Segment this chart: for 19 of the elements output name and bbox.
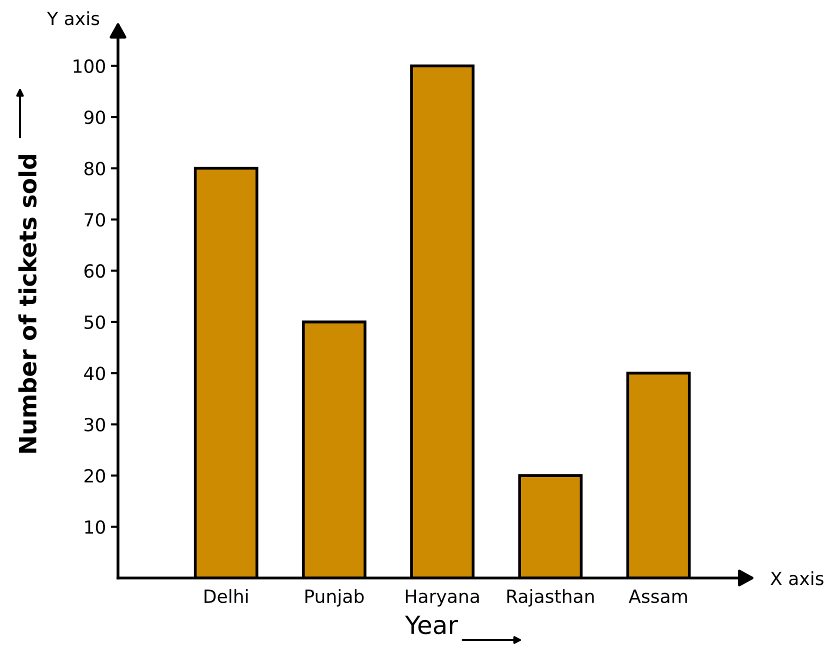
text: X axis <box>770 571 824 586</box>
y-tick-label: 10 <box>85 520 105 534</box>
y-tick-label: 90 <box>84 110 105 124</box>
y-tick-label: 40 <box>84 366 105 380</box>
x-tick-label: Rajasthan <box>507 589 594 607</box>
y-tick-label: 50 <box>84 315 105 330</box>
x-tick-label: Assam <box>628 590 687 604</box>
y-axis-title: Number of tickets sold <box>18 154 37 453</box>
x-tick-label: Delhi <box>204 589 248 604</box>
y-tick-label: 20 <box>84 469 105 483</box>
y-tick-label: 30 <box>84 418 105 432</box>
x-axis-title: Year <box>404 616 458 634</box>
y-tick-label: 60 <box>84 264 105 278</box>
x-tick-label: Punjab <box>305 589 364 607</box>
y-tick-label: 70 <box>84 212 105 227</box>
y-tick-label: 100 <box>74 59 105 73</box>
text: Y axis <box>47 11 100 26</box>
y-tick-label: 80 <box>84 162 105 176</box>
x-tick-label: Haryana <box>406 590 479 607</box>
